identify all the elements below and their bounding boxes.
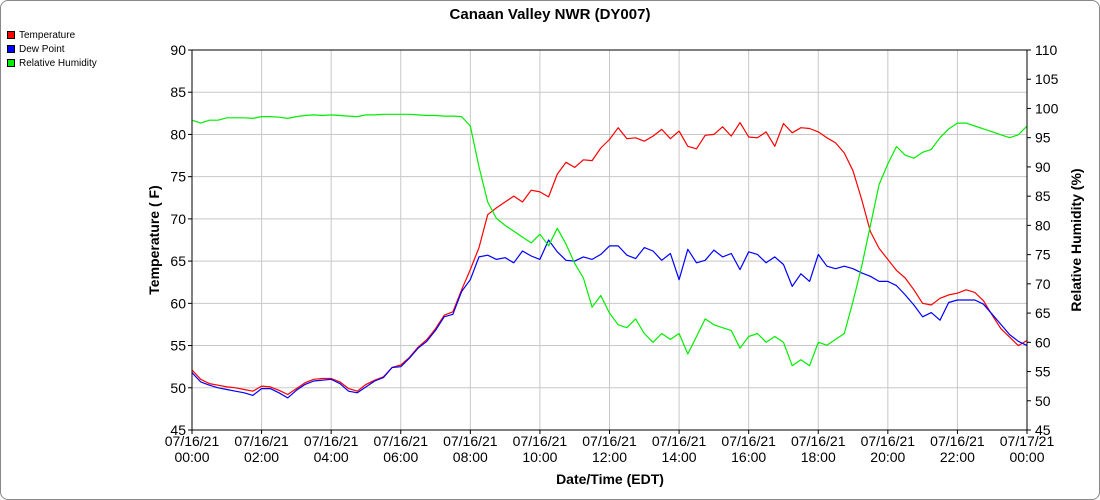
y-tick-label-left: 60 [170, 295, 186, 311]
y-tick-label-right: 55 [1035, 364, 1051, 380]
legend-swatch-relative-humidity [7, 59, 15, 67]
y-axis-right-label: Relative Humidity (%) [1068, 168, 1084, 311]
legend-swatch-dew-point [7, 45, 15, 53]
legend-item-dew-point: Dew Point [7, 42, 97, 56]
x-tick-label-date: 07/16/21 [861, 433, 916, 449]
x-tick-label-time: 06:00 [383, 449, 418, 465]
x-tick-label-time: 04:00 [314, 449, 349, 465]
y-tick-label-right: 105 [1035, 71, 1059, 87]
series-line-temperature [191, 121, 1028, 396]
x-tick-label-date: 07/16/21 [582, 433, 637, 449]
x-tick-label-date: 07/16/21 [513, 433, 568, 449]
x-tick-label-time: 14:00 [662, 449, 697, 465]
legend-label-dew-point: Dew Point [19, 43, 65, 55]
y-tick-label-left: 80 [170, 126, 186, 142]
x-axis-ticks: 07/16/2100:0007/16/2102:0007/16/2104:000… [165, 430, 1055, 465]
y-tick-label-left: 90 [170, 42, 186, 58]
x-tick-label-time: 20:00 [870, 449, 905, 465]
x-tick-label-date: 07/16/21 [930, 433, 985, 449]
x-tick-label-date: 07/17/21 [1000, 433, 1055, 449]
x-tick-label-date: 07/16/21 [304, 433, 359, 449]
y-tick-label-right: 45 [1035, 422, 1051, 438]
y-tick-label-right: 90 [1035, 159, 1051, 175]
y-tick-label-left: 70 [170, 211, 186, 227]
legend-item-relative-humidity: Relative Humidity [7, 56, 97, 70]
y-axis-left-label: Temperature ( F) [146, 185, 162, 294]
x-tick-label-date: 07/16/21 [652, 433, 707, 449]
y-tick-label-right: 60 [1035, 334, 1051, 350]
x-axis-label: Date/Time (EDT) [556, 471, 664, 487]
legend-swatch-temperature [7, 31, 15, 39]
x-tick-label-time: 00:00 [1009, 449, 1044, 465]
series-line-dew-point [191, 239, 1028, 399]
x-tick-label-date: 07/16/21 [791, 433, 846, 449]
x-tick-label-time: 22:00 [940, 449, 975, 465]
x-tick-label-date: 07/16/21 [374, 433, 429, 449]
y-tick-label-right: 110 [1035, 42, 1058, 58]
x-tick-label-time: 00:00 [174, 449, 209, 465]
legend: Temperature Dew Point Relative Humidity [7, 28, 97, 70]
y-tick-label-right: 80 [1035, 217, 1051, 233]
x-tick-label-date: 07/16/21 [443, 433, 498, 449]
x-tick-label-date: 07/16/21 [165, 433, 220, 449]
y-tick-label-left: 45 [170, 422, 186, 438]
y-tick-label-right: 100 [1035, 100, 1059, 116]
legend-label-relative-humidity: Relative Humidity [19, 57, 97, 69]
x-tick-label-time: 02:00 [244, 449, 279, 465]
y-tick-label-right: 50 [1035, 393, 1051, 409]
y-tick-label-right: 85 [1035, 188, 1051, 204]
grid [191, 49, 1028, 431]
series-line-relative-humidity [191, 113, 1028, 367]
x-tick-label-time: 12:00 [592, 449, 627, 465]
legend-item-temperature: Temperature [7, 28, 97, 42]
y-tick-label-left: 85 [170, 84, 186, 100]
x-tick-label-date: 07/16/21 [721, 433, 776, 449]
chart-title: Canaan Valley NWR (DY007) [450, 6, 651, 23]
x-tick-label-time: 10:00 [522, 449, 557, 465]
y-axis-right-ticks: 45 50 55 60 65 70 75 80 85 90 95 100 105 110 [1027, 42, 1059, 438]
legend-label-temperature: Temperature [19, 29, 76, 41]
y-tick-label-left: 75 [170, 169, 186, 185]
x-tick-label-time: 16:00 [731, 449, 766, 465]
x-tick-label-date: 07/16/21 [234, 433, 289, 449]
y-axis-left-ticks: 45 50 55 60 65 70 75 80 85 90 [170, 42, 192, 438]
y-tick-label-left: 50 [170, 380, 186, 396]
y-tick-label-right: 95 [1035, 130, 1051, 146]
series-layer [191, 113, 1028, 399]
y-tick-label-left: 65 [170, 253, 186, 269]
y-tick-label-left: 55 [170, 338, 186, 354]
y-tick-label-right: 75 [1035, 247, 1051, 263]
y-tick-label-right: 70 [1035, 276, 1051, 292]
x-tick-label-time: 08:00 [453, 449, 488, 465]
y-tick-label-right: 65 [1035, 305, 1051, 321]
x-tick-label-time: 18:00 [801, 449, 836, 465]
